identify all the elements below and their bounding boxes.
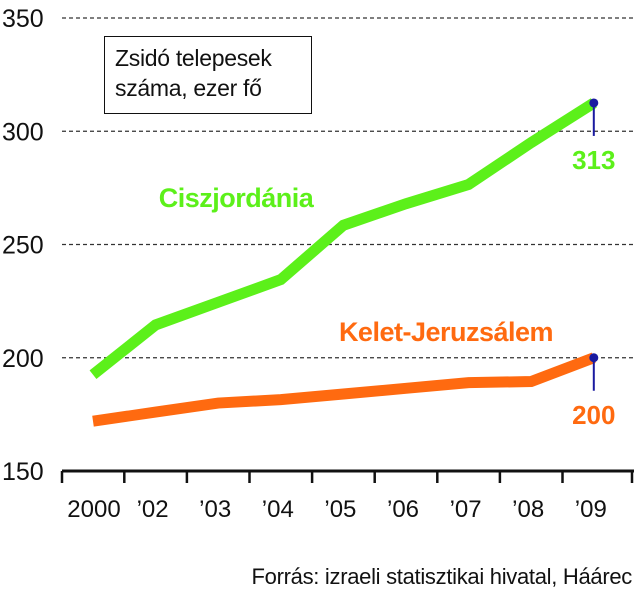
x-tick-label-0: 2000 [67, 496, 120, 523]
y-tick-label-150: 150 [2, 458, 44, 486]
x-tick-label-6: ’07 [450, 496, 482, 523]
gridlines [62, 17, 634, 359]
line-chart: 150 200 250 300 350 2000 ’02 ’03 ’04 ’05 ’06 ’07 ’08… [2, 5, 634, 523]
end-value-label-0: 313 [572, 145, 615, 175]
end-marker-1 [589, 353, 599, 363]
series-line-0 [89, 98, 597, 380]
x-tick-label-2: ’03 [199, 496, 231, 523]
axes [60, 469, 634, 483]
source-note: Forrás: izraeli statisztikai hivatal, Há… [251, 564, 633, 589]
x-tick-label-8: ’09 [575, 496, 607, 523]
x-tick-label-5: ’06 [387, 496, 419, 523]
y-tick-label-350: 350 [2, 5, 44, 33]
chart-title-box: Zsidó telepesek száma, ezer fő [104, 36, 312, 114]
series-line-1 [92, 352, 596, 427]
chart-title-line-2: száma, ezer fő [115, 75, 262, 101]
end-marker-0 [589, 98, 599, 108]
end-value-label-1: 200 [572, 400, 615, 430]
x-tick-label-7: ’08 [512, 496, 544, 523]
y-tick-label-250: 250 [2, 232, 44, 260]
series-name-label-1: Kelet-Jeruzsálem [339, 317, 553, 347]
chart-title-line-1: Zsidó telepesek [115, 45, 272, 71]
series-name-label-0: Ciszjordánia [159, 183, 315, 213]
y-tick-label-200: 200 [2, 345, 44, 373]
x-tick-label-3: ’04 [262, 496, 294, 523]
y-tick-label-300: 300 [2, 118, 44, 146]
x-tick-label-1: ’02 [137, 496, 169, 523]
labels: 150 200 250 300 350 2000 ’02 ’03 ’04 ’05 ’06 ’07 ’08… [2, 5, 615, 523]
x-tick-label-4: ’05 [324, 496, 356, 523]
series [89, 98, 599, 427]
